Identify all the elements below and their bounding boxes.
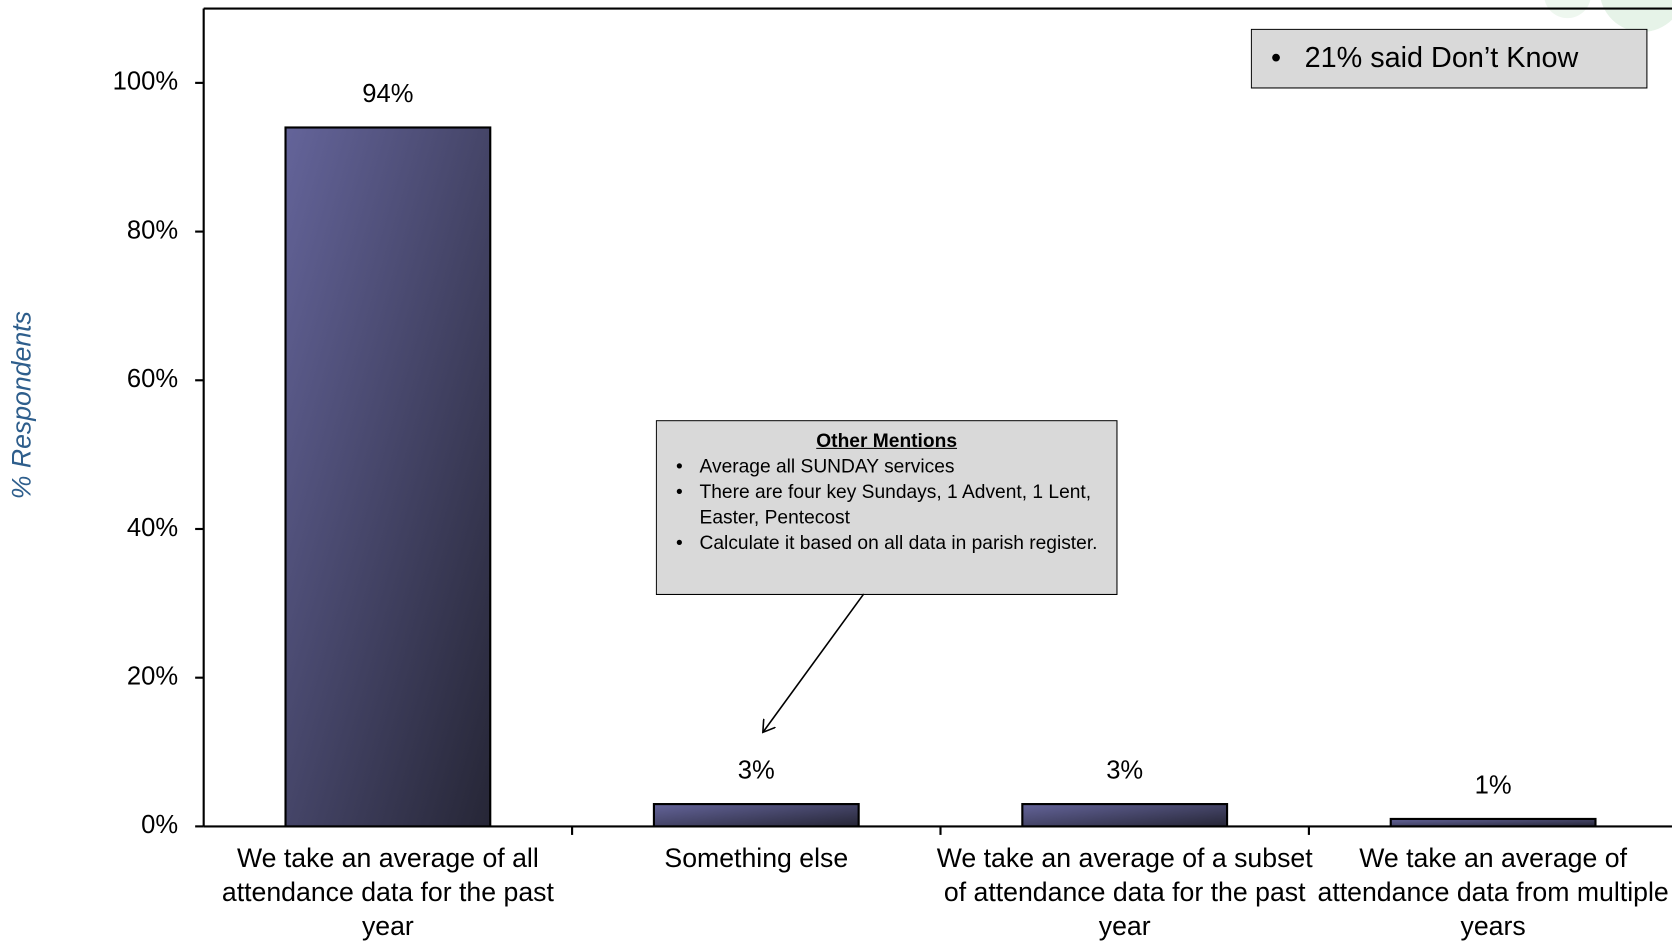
y-axis-title: % Respondents [7, 311, 37, 499]
bar [1021, 803, 1229, 828]
x-tick-label-box: Something else [664, 843, 849, 874]
x-tick-label-box: We take an average of attendance data fr… [1317, 843, 1669, 942]
y-tick-label: 40% [127, 514, 178, 542]
other-mentions-box: Other Mentions Average all SUNDAY servic… [656, 420, 1118, 595]
y-tick-label: 100% [113, 68, 178, 96]
bar [1389, 817, 1597, 828]
x-tick-label: Something else [664, 843, 849, 874]
other-mentions-title: Other Mentions [816, 429, 958, 452]
y-tick-label: 60% [127, 365, 178, 393]
y-tick-label: 20% [127, 662, 178, 690]
y-tick-label: 0% [141, 811, 178, 839]
x-tick-label: We take an average of attendance data fr… [1317, 843, 1669, 942]
value-label: 94% [362, 80, 413, 108]
other-mention: Calculate it based on all data in parish… [676, 530, 1106, 556]
note: 21% said Don’t Know [1250, 28, 1648, 89]
other-mentions-list: Average all SUNDAY servicesThere are fou… [668, 453, 1106, 555]
bar [284, 126, 492, 828]
other-mentions: Other Mentions Average all SUNDAY servic… [655, 420, 1118, 595]
bar [652, 803, 860, 828]
x-tick-label: We take an average of a subset of attend… [936, 843, 1313, 942]
callout-arrow [763, 593, 865, 732]
value-label: 3% [738, 756, 775, 784]
value-label: 3% [1106, 756, 1143, 784]
other-mention: There are four key Sundays, 1 Advent, 1 … [676, 479, 1106, 530]
x-tick-label: We take an average of all attendance dat… [221, 843, 554, 942]
x-tick-label-box: We take an average of all attendance dat… [221, 843, 554, 942]
other-mention: Average all SUNDAY services [676, 453, 1106, 479]
x-tick-label-box: We take an average of a subset of attend… [936, 843, 1313, 942]
y-tick-label: 80% [127, 216, 178, 244]
note-box: 21% said Don’t Know [1251, 29, 1648, 89]
value-label: 1% [1475, 771, 1512, 799]
decoration [1600, 0, 1672, 32]
